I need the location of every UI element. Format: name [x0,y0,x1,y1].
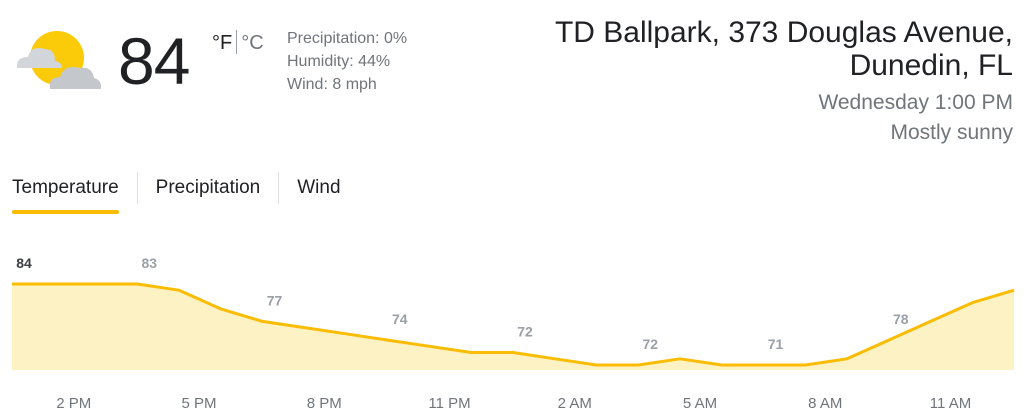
precipitation-stat: Precipitation: 0% [287,30,408,47]
data-label: 72 [642,336,658,352]
x-tick-label: 11 AM [930,395,971,412]
fahrenheit-toggle[interactable]: °F [212,32,233,54]
humidity-stat: Humidity: 44% [287,53,391,70]
tab-precipitation[interactable]: Precipitation [155,177,261,198]
current-temperature: 84 [118,24,190,98]
x-tick-label: 11 PM [428,395,470,412]
x-tick-label: 2 PM [56,395,91,412]
celsius-toggle[interactable]: °C [241,32,264,54]
x-tick-label: 5 PM [181,395,216,412]
temperature-line [12,282,1015,367]
data-label: 83 [141,255,157,271]
tab-temperature[interactable]: Temperature [12,172,119,218]
tab-wind[interactable]: Wind [297,177,341,198]
x-tick-label: 8 PM [307,395,342,412]
weather-condition: Mostly sunny [890,121,1013,144]
data-label: 78 [893,311,909,327]
x-tick-label: 8 AM [808,395,842,412]
wind-stat: Wind: 8 mph [287,76,377,93]
forecast-tabs: Temperature Precipitation Wind [12,172,341,218]
weather-stats: Precipitation: 0% Humidity: 44% Wind: 8 … [287,27,407,96]
data-label: 74 [392,311,408,327]
temperature-area [12,284,1014,370]
unit-toggle: °F °C [212,30,264,55]
x-tick-label: 2 AM [558,395,592,412]
temperature-chart: 84 83 77 74 72 72 71 78 2 PM 5 PM 8 PM 11 PM 2 AM 5 A… [12,255,1015,412]
tab-divider [278,172,280,204]
location-title: TD Ballpark, 373 Douglas Avenue, Dunedin… [554,16,1013,82]
data-label: 77 [267,292,283,308]
unit-separator [236,30,238,54]
x-tick-label: 5 AM [683,395,717,412]
data-label: 72 [517,324,533,340]
data-label: 84 [16,255,32,271]
partly-cloudy-icon [12,28,104,94]
tab-divider [136,172,138,204]
data-label: 71 [768,336,784,352]
forecast-time: Wednesday 1:00 PM [818,91,1013,114]
location-panel: TD Ballpark, 373 Douglas Avenue, Dunedin… [453,16,1013,148]
